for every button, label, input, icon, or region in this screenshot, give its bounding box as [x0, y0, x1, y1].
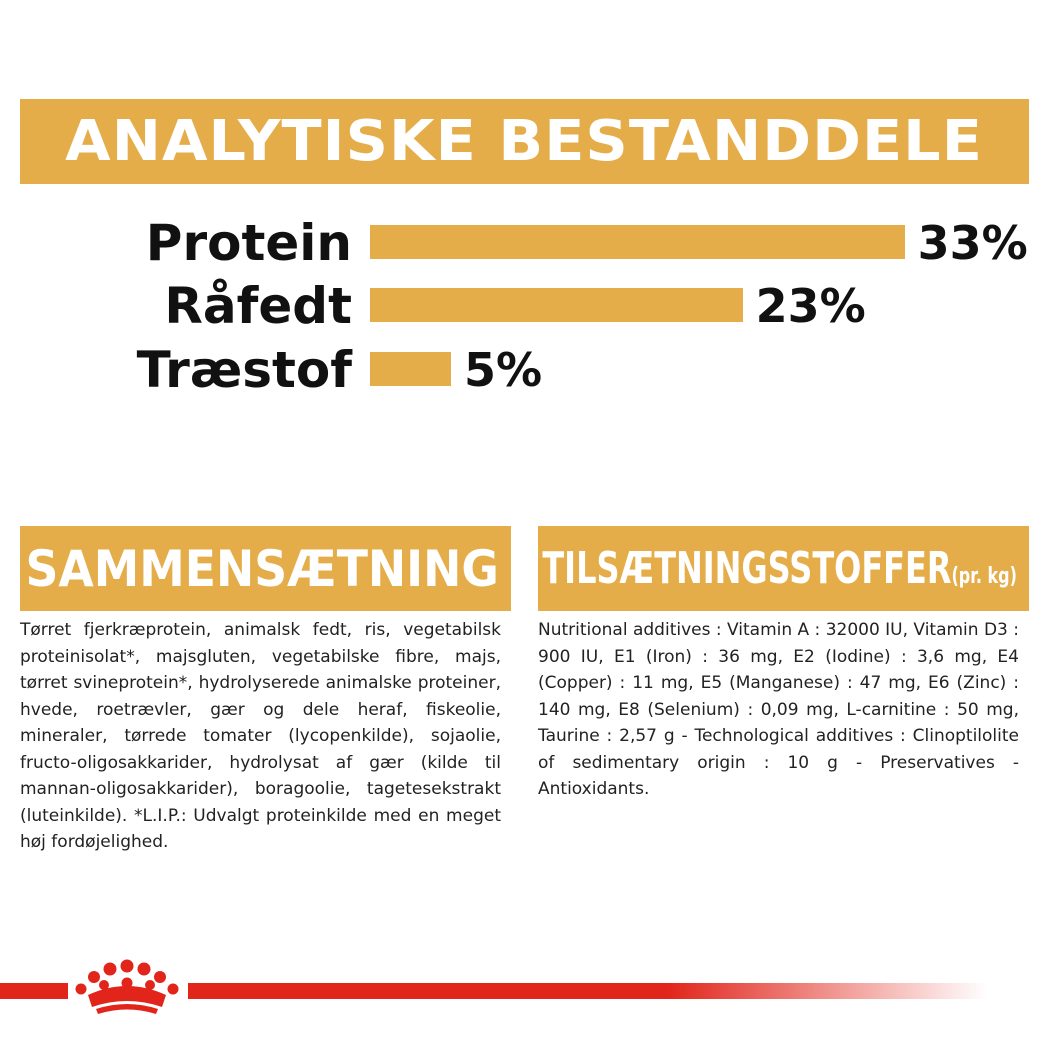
analytics-row-bar [370, 352, 451, 386]
additives-title: TILSÆTNINGSSTOFFER [542, 543, 952, 594]
analytics-row-value: 33% [917, 216, 1028, 270]
analytics-title: ANALYTISKE BESTANDDELE [65, 109, 984, 174]
analytics-row-label: Protein [145, 214, 352, 272]
analytics-banner: ANALYTISKE BESTANDDELE [20, 99, 1029, 184]
analytics-row: Protein 33% [0, 213, 1049, 273]
analytics-row: Træstof 5% [0, 340, 1049, 400]
analytics-row-value: 5% [464, 343, 543, 397]
analytics-row-value: 23% [755, 279, 866, 333]
analytics-row-label: Råfedt [164, 277, 352, 335]
composition-title: SAMMENSÆTNING [25, 539, 499, 598]
analytics-row-label: Træstof [136, 341, 352, 399]
composition-header: SAMMENSÆTNING [20, 526, 511, 611]
analytics-row-bar [370, 225, 905, 259]
additives-title-suffix: (pr. kg) [951, 564, 1017, 589]
analytics-row: Råfedt 23% [0, 276, 1049, 336]
additives-header: TILSÆTNINGSSTOFFER(pr. kg) [538, 526, 1029, 611]
footer-line-left [0, 983, 68, 999]
footer-line-right [188, 983, 988, 999]
composition-text: Tørret fjerkræprotein, animalsk fedt, ri… [20, 620, 501, 852]
additives-title-wrap: TILSÆTNINGSSTOFFER(pr. kg) [538, 543, 1017, 594]
additives-text: Nutritional additives : Vitamin A : 3200… [538, 620, 1019, 799]
crown-logo-icon [75, 959, 179, 1014]
analytics-row-bar [370, 288, 743, 322]
